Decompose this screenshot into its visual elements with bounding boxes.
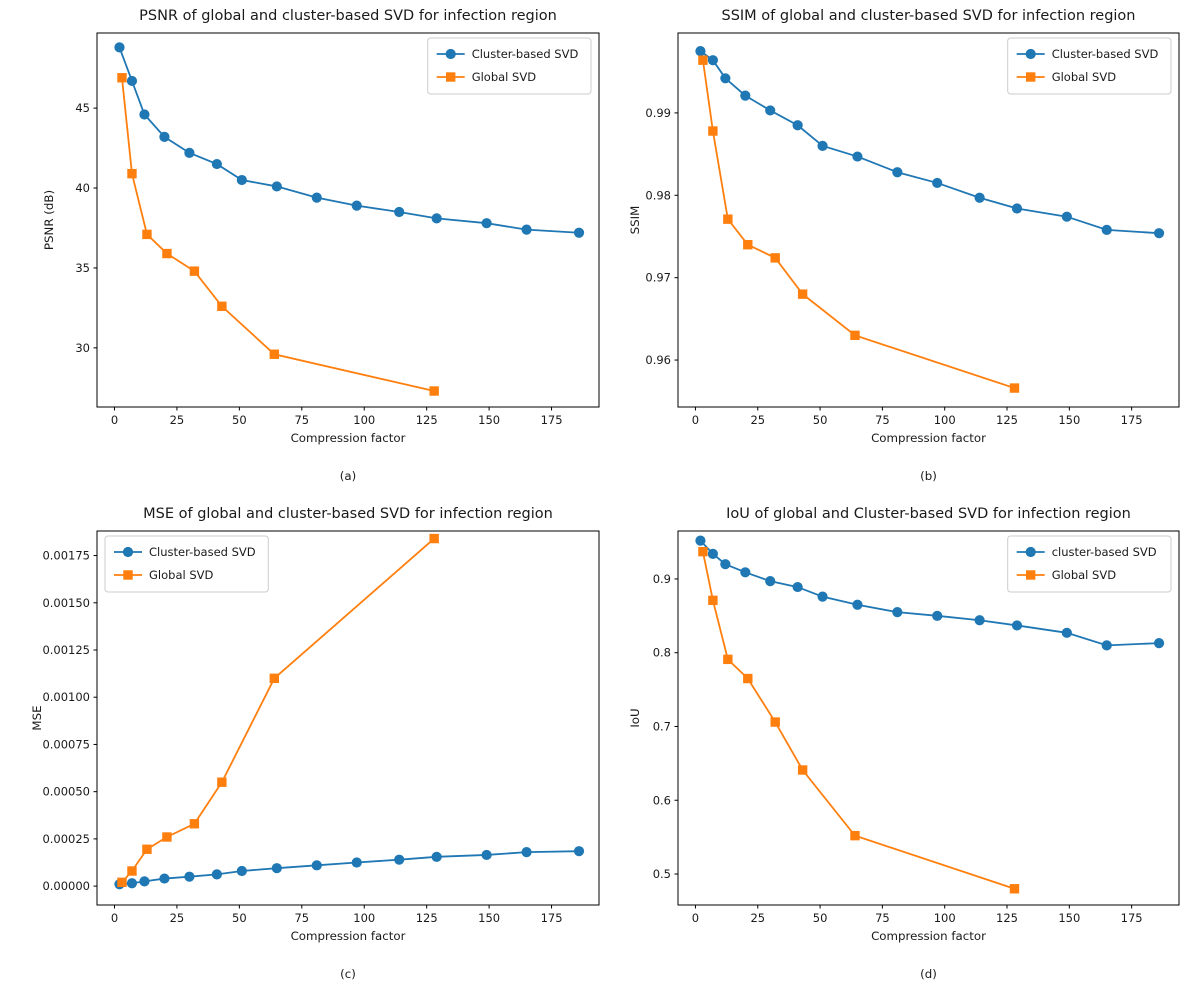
chart-a-plot: 0 25 50 75 100 125 150 175 30 35 40 45 Cluster-based…	[75, 32, 600, 427]
chart-d-ylabel: IoU	[628, 708, 642, 728]
svg-text:0.00000: 0.00000	[42, 879, 90, 893]
chart-a: 0 25 50 75 100 125 150 175 30 35 40 45 Cluster-based…	[0, 0, 600, 498]
chart-a-ylabel: PSNR (dB)	[42, 189, 56, 251]
chart-a-caption: (a)	[339, 469, 357, 483]
svg-text:0: 0	[111, 413, 118, 427]
svg-text:100: 100	[934, 911, 956, 925]
svg-text:0.8: 0.8	[653, 646, 671, 660]
svg-text:Global SVD: Global SVD	[1052, 568, 1117, 582]
chart-b-ylabel: SSIM	[628, 205, 642, 235]
svg-text:0.00050: 0.00050	[42, 785, 90, 799]
svg-text:75: 75	[294, 413, 309, 427]
svg-text:Cluster-based SVD: Cluster-based SVD	[149, 545, 256, 559]
svg-text:75: 75	[875, 413, 890, 427]
svg-text:Cluster-based SVD: Cluster-based SVD	[472, 47, 579, 61]
svg-text:50: 50	[813, 413, 828, 427]
svg-text:40: 40	[75, 181, 90, 195]
svg-text:125: 125	[996, 413, 1018, 427]
chart-c-ylabel: MSE	[30, 705, 44, 731]
svg-text:0.9: 0.9	[653, 572, 671, 586]
chart-d-title: IoU of global and Cluster-based SVD for …	[726, 506, 1131, 522]
svg-text:175: 175	[1121, 413, 1143, 427]
svg-text:45: 45	[75, 101, 90, 115]
chart-a-title: PSNR of global and cluster-based SVD for…	[139, 8, 557, 24]
svg-text:25: 25	[750, 911, 765, 925]
svg-text:Global SVD: Global SVD	[1052, 70, 1117, 84]
svg-text:cluster-based SVD: cluster-based SVD	[1052, 545, 1157, 559]
chart-b-plot: 0 25 50 75 100 125 150 175 0.96 0.97 0.98 0.99 Clust…	[645, 32, 1180, 427]
chart-c-title: MSE of global and cluster-based SVD for …	[143, 506, 553, 522]
svg-text:Global SVD: Global SVD	[149, 568, 214, 582]
svg-text:0.5: 0.5	[653, 867, 671, 881]
svg-text:25: 25	[170, 413, 185, 427]
svg-text:0.00100: 0.00100	[42, 690, 90, 704]
svg-text:150: 150	[478, 911, 500, 925]
chart-b-xlabel: Compression factor	[871, 431, 986, 445]
svg-text:175: 175	[541, 911, 563, 925]
chart-b-caption: (b)	[920, 469, 937, 483]
svg-text:175: 175	[541, 413, 563, 427]
svg-text:0.6: 0.6	[653, 793, 671, 807]
svg-text:0: 0	[111, 911, 118, 925]
svg-text:25: 25	[750, 413, 765, 427]
svg-text:0.97: 0.97	[645, 271, 671, 285]
chart-c-plot: 0 25 50 75 100 125 150 175 0.00000 0.00025 0.00050…	[42, 530, 600, 925]
svg-text:150: 150	[1058, 413, 1080, 427]
svg-text:30: 30	[75, 341, 90, 355]
svg-text:0.98: 0.98	[645, 188, 671, 202]
chart-b-title: SSIM of global and cluster-based SVD for…	[721, 8, 1136, 24]
chart-c-xlabel: Compression factor	[290, 929, 406, 943]
chart-a-xlabel: Compression factor	[290, 431, 406, 445]
svg-text:25: 25	[170, 911, 185, 925]
svg-text:Cluster-based SVD: Cluster-based SVD	[1052, 47, 1159, 61]
svg-text:150: 150	[478, 413, 500, 427]
chart-c-caption: (c)	[340, 967, 356, 981]
svg-text:50: 50	[232, 413, 247, 427]
chart-d-plot: 0 25 50 75 100 125 150 175 0.5 0.6 0.7 0.8 0.9 cluste…	[653, 530, 1180, 925]
svg-text:0.00025: 0.00025	[42, 832, 90, 846]
svg-text:0.00175: 0.00175	[42, 549, 90, 563]
svg-text:35: 35	[75, 261, 90, 275]
svg-text:0.00125: 0.00125	[42, 643, 90, 657]
svg-text:100: 100	[353, 911, 375, 925]
chart-d-caption: (d)	[920, 967, 937, 981]
svg-text:50: 50	[813, 911, 828, 925]
svg-text:Global SVD: Global SVD	[472, 70, 537, 84]
svg-text:0: 0	[692, 413, 699, 427]
chart-d-xlabel: Compression factor	[871, 929, 986, 943]
svg-text:150: 150	[1058, 911, 1080, 925]
svg-text:100: 100	[353, 413, 375, 427]
svg-text:0: 0	[692, 911, 699, 925]
svg-text:125: 125	[416, 911, 438, 925]
chart-c: 0 25 50 75 100 125 150 175 0.00000 0.00025 0.00050…	[0, 498, 600, 996]
svg-text:0.99: 0.99	[645, 106, 671, 120]
svg-text:75: 75	[875, 911, 890, 925]
svg-text:0.96: 0.96	[645, 353, 671, 367]
chart-b: 0 25 50 75 100 125 150 175 0.96 0.97 0.98 0.99 Clust…	[600, 0, 1189, 498]
svg-text:125: 125	[416, 413, 438, 427]
svg-text:175: 175	[1121, 911, 1143, 925]
svg-text:50: 50	[232, 911, 247, 925]
svg-text:75: 75	[294, 911, 309, 925]
svg-text:100: 100	[934, 413, 956, 427]
svg-text:125: 125	[996, 911, 1018, 925]
svg-text:0.00075: 0.00075	[42, 737, 90, 751]
svg-text:0.7: 0.7	[653, 719, 671, 733]
chart-d: 0 25 50 75 100 125 150 175 0.5 0.6 0.7 0.8 0.9 cluste…	[600, 498, 1189, 996]
svg-text:0.00150: 0.00150	[42, 596, 90, 610]
